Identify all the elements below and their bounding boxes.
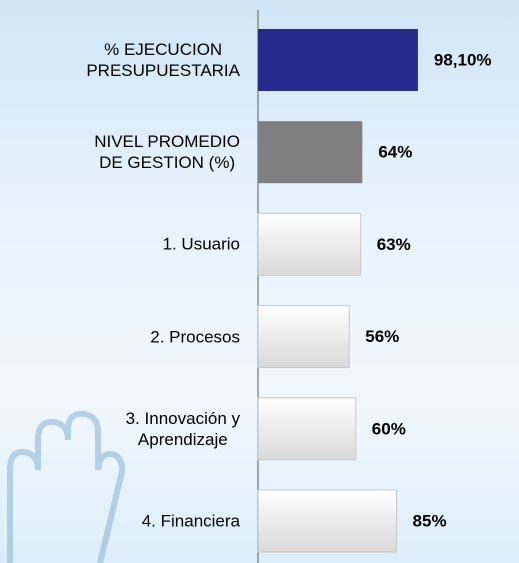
hand-decoration [10, 414, 122, 563]
value-label: 63% [377, 235, 411, 254]
category-label: 1. Usuario [163, 234, 240, 255]
category-label: 4. Financiera [142, 511, 240, 532]
bar [258, 213, 361, 275]
value-label: 85% [413, 511, 447, 530]
bar [258, 306, 349, 368]
bar [258, 29, 418, 91]
bar [258, 398, 356, 460]
value-label: 64% [378, 143, 412, 162]
category-label: 3. Innovación y Aprendizaje [126, 408, 240, 450]
bar [258, 490, 397, 552]
category-label: 2. Procesos [150, 326, 240, 347]
category-label: % EJECUCION PRESUPUESTARIA [86, 39, 240, 81]
value-label: 56% [365, 327, 399, 346]
category-label: NIVEL PROMEDIO DE GESTION (%) [94, 131, 240, 173]
bar [258, 121, 362, 183]
value-label: 60% [372, 419, 406, 438]
plot: 98,10% 64% 63% 56% 60% 85% [0, 0, 519, 563]
value-label: 98,10% [434, 50, 492, 69]
chart: 98,10% 64% 63% 56% 60% 85% % EJECUCION PRESUP… [0, 0, 519, 563]
